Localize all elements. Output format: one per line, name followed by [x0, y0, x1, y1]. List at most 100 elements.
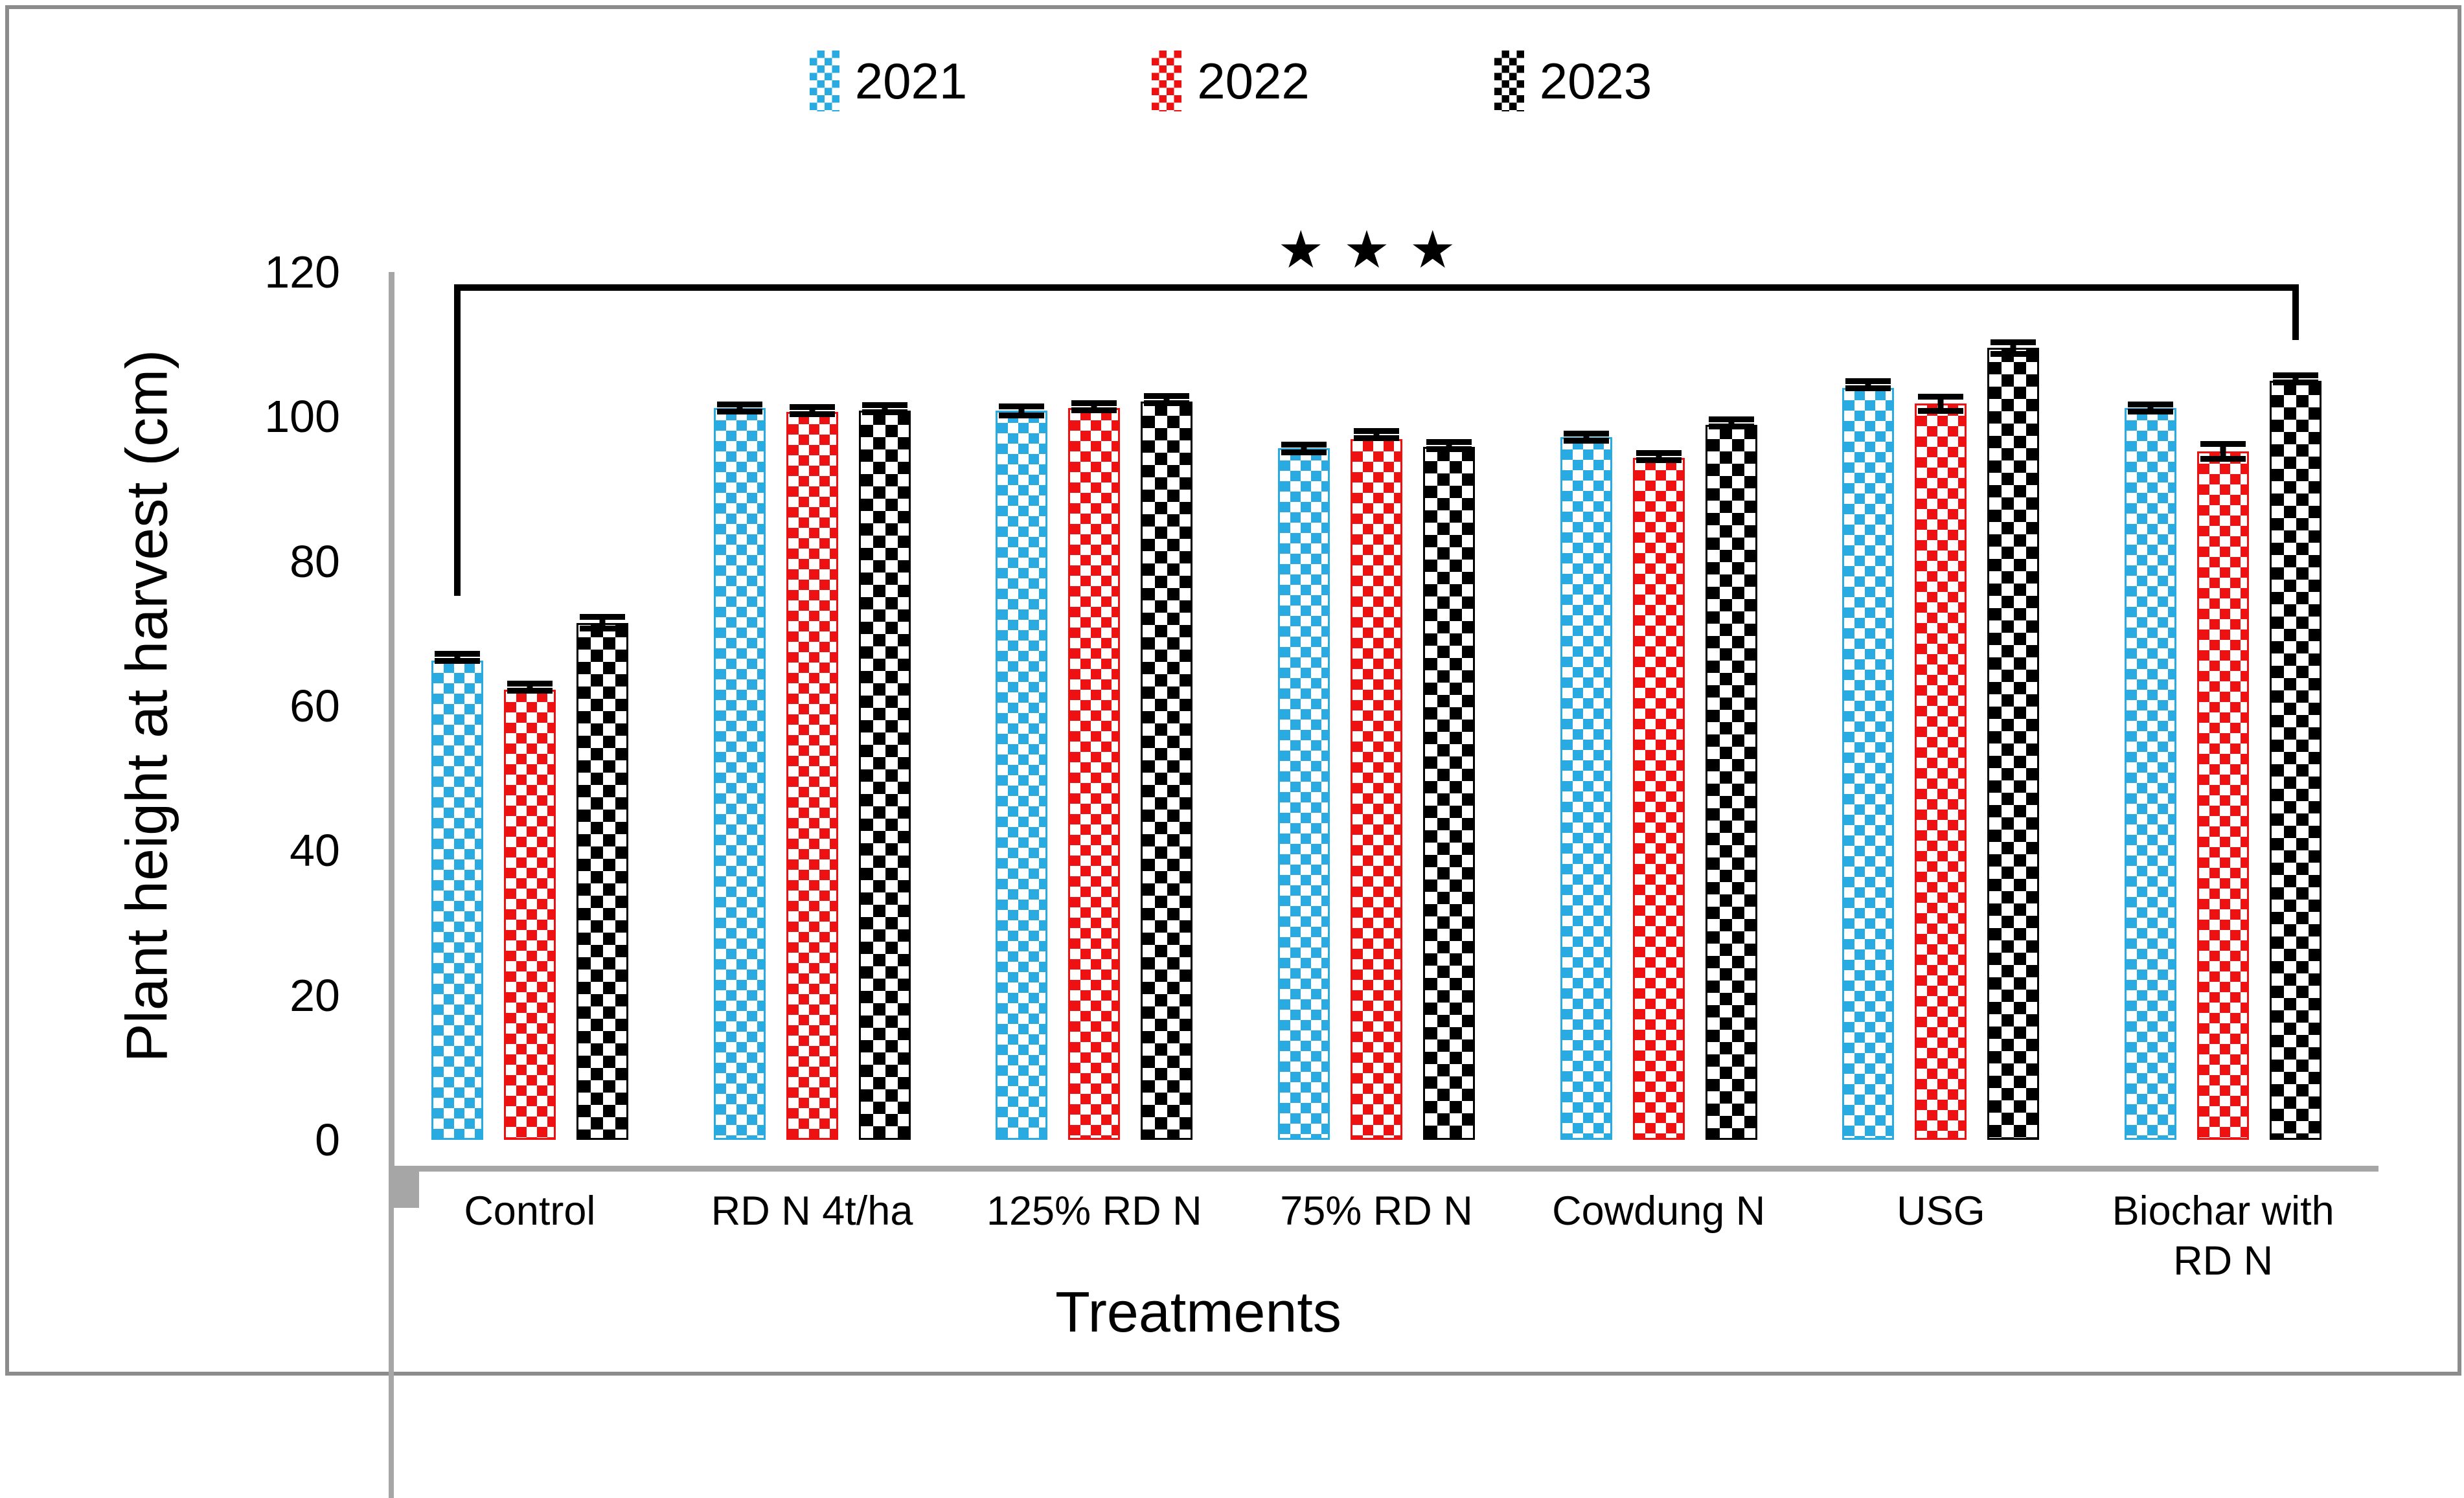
bar-2022-control	[503, 690, 556, 1140]
legend-item-2023: 2023	[1494, 51, 1652, 111]
error-bar-2022-cowdung-n	[1636, 449, 1682, 463]
error-bar-line	[1937, 399, 1944, 408]
error-bar-2021-75-rd-n	[1281, 442, 1327, 455]
x-label-biochar-with-rd-n: Biochar with RD N	[2112, 1188, 2334, 1284]
bar-2022-biochar-with-rd-n	[2197, 451, 2250, 1140]
bar-2021-rd-n-4t-ha	[713, 407, 766, 1140]
error-bar-line	[1865, 384, 1871, 386]
error-bar-line	[1373, 434, 1380, 436]
y-tick-0	[389, 1172, 419, 1177]
bar-2021-control	[431, 660, 483, 1140]
y-tick-label-120: 120	[264, 247, 340, 297]
error-bar-line	[1583, 436, 1590, 438]
y-tick-label-80: 80	[290, 536, 340, 587]
bar-2022-cowdung-n	[1632, 457, 1685, 1140]
significance-bracket-left-leg	[453, 284, 461, 596]
x-label-cowdung-n: Cowdung N	[1552, 1188, 1766, 1234]
bar-2023-125-rd-n	[1141, 401, 1193, 1140]
bar-2023-75-rd-n	[1423, 447, 1475, 1140]
x-boundary-tick-0	[389, 1208, 394, 1244]
bar-2021-biochar-with-rd-n	[2125, 407, 2177, 1140]
legend: 2021 2022 2023	[32, 51, 2429, 111]
error-bar-line	[1446, 445, 1452, 447]
bar-2023-cowdung-n	[1705, 424, 1757, 1140]
x-boundary-tick-4	[389, 1353, 394, 1389]
error-bar-2023-rd-n-4t-ha	[861, 402, 907, 416]
x-label-125-rd-n: 125% RD N	[986, 1188, 1202, 1234]
x-boundary-tick-6	[389, 1425, 394, 1462]
significance-bracket-right-leg	[2292, 284, 2299, 340]
x-label-control: Control	[464, 1188, 596, 1234]
y-tick-label-60: 60	[290, 681, 340, 731]
legend-marker-2022-checker-swatch	[1152, 51, 1182, 111]
error-bar-line	[1656, 455, 1662, 457]
error-bar-line	[809, 410, 816, 412]
significance-stars: ★★★	[1277, 220, 1476, 278]
error-bar-2021-control	[434, 651, 480, 664]
error-bar-2023-cowdung-n	[1708, 416, 1754, 430]
bar-2023-control	[576, 622, 628, 1140]
legend-marker-2023-checker-swatch	[1494, 51, 1524, 111]
x-label-75-rd-n: 75% RD N	[1280, 1188, 1473, 1234]
bar-2022-125-rd-n	[1068, 407, 1121, 1140]
error-bar-line	[1163, 398, 1170, 400]
y-tick-40	[389, 1182, 419, 1187]
bar-2021-usg	[1842, 387, 1895, 1140]
y-axis-title: Plant height at harvest (cm)	[115, 349, 180, 1063]
significance-bracket-top	[453, 284, 2299, 291]
bar-2022-rd-n-4t-ha	[786, 411, 838, 1140]
error-bar-line	[1091, 405, 1097, 407]
error-bar-line	[736, 407, 743, 409]
legend-label-2021: 2021	[854, 52, 968, 109]
error-bar-2022-control	[507, 681, 553, 694]
bar-2021-cowdung-n	[1560, 437, 1612, 1140]
error-bar-2022-usg	[1918, 393, 1964, 414]
x-label-rd-n-4t-ha: RD N 4t/ha	[711, 1188, 913, 1234]
error-bar-line	[882, 408, 888, 410]
error-bar-2021-biochar-with-rd-n	[2128, 401, 2174, 414]
error-bar-2023-biochar-with-rd-n	[2273, 372, 2319, 386]
legend-label-2022: 2022	[1197, 52, 1310, 109]
error-bar-2022-biochar-with-rd-n	[2200, 441, 2246, 462]
error-bar-2021-cowdung-n	[1563, 430, 1609, 444]
error-bar-line	[527, 687, 533, 688]
error-bar-line	[2147, 407, 2154, 409]
y-tick-100	[389, 1197, 419, 1203]
error-bar-2023-control	[579, 614, 625, 631]
x-boundary-tick-7	[389, 1462, 394, 1498]
error-bar-line	[599, 620, 606, 626]
error-bar-2021-rd-n-4t-ha	[716, 401, 762, 414]
x-boundary-tick-5	[389, 1389, 394, 1425]
y-tick-label-100: 100	[264, 391, 340, 442]
error-bar-2023-125-rd-n	[1144, 392, 1190, 406]
legend-item-2022: 2022	[1152, 51, 1310, 111]
y-axis-line	[389, 272, 394, 1166]
figure-frame	[5, 5, 2461, 1376]
legend-item-2021: 2021	[809, 51, 968, 111]
bar-2021-75-rd-n	[1278, 448, 1330, 1140]
bar-2023-usg	[1987, 348, 2040, 1140]
legend-marker-2021-checker-swatch	[809, 51, 839, 111]
error-bar-line	[1728, 422, 1735, 424]
y-tick-20	[389, 1177, 419, 1182]
error-bar-line	[2010, 345, 2016, 351]
y-tick-60	[389, 1187, 419, 1192]
y-tick-label-20: 20	[290, 970, 340, 1021]
bar-2021-125-rd-n	[996, 411, 1048, 1140]
x-boundary-tick-1	[389, 1244, 394, 1280]
x-boundary-tick-3	[389, 1317, 394, 1353]
bar-2022-usg	[1915, 403, 1967, 1140]
y-tick-80	[389, 1192, 419, 1197]
x-boundary-tick-2	[389, 1280, 394, 1317]
y-tick-label-0: 0	[315, 1115, 340, 1165]
error-bar-line	[2220, 447, 2226, 456]
error-bar-line	[454, 657, 461, 659]
bar-2023-biochar-with-rd-n	[2270, 380, 2322, 1140]
y-tick-120	[389, 1203, 419, 1208]
x-axis-line	[389, 1166, 2378, 1172]
error-bar-2021-usg	[1845, 378, 1891, 392]
error-bar-2023-usg	[1991, 339, 2036, 357]
error-bar-line	[1301, 448, 1307, 449]
y-tick-label-40: 40	[290, 825, 340, 876]
x-label-usg: USG	[1897, 1188, 1985, 1234]
